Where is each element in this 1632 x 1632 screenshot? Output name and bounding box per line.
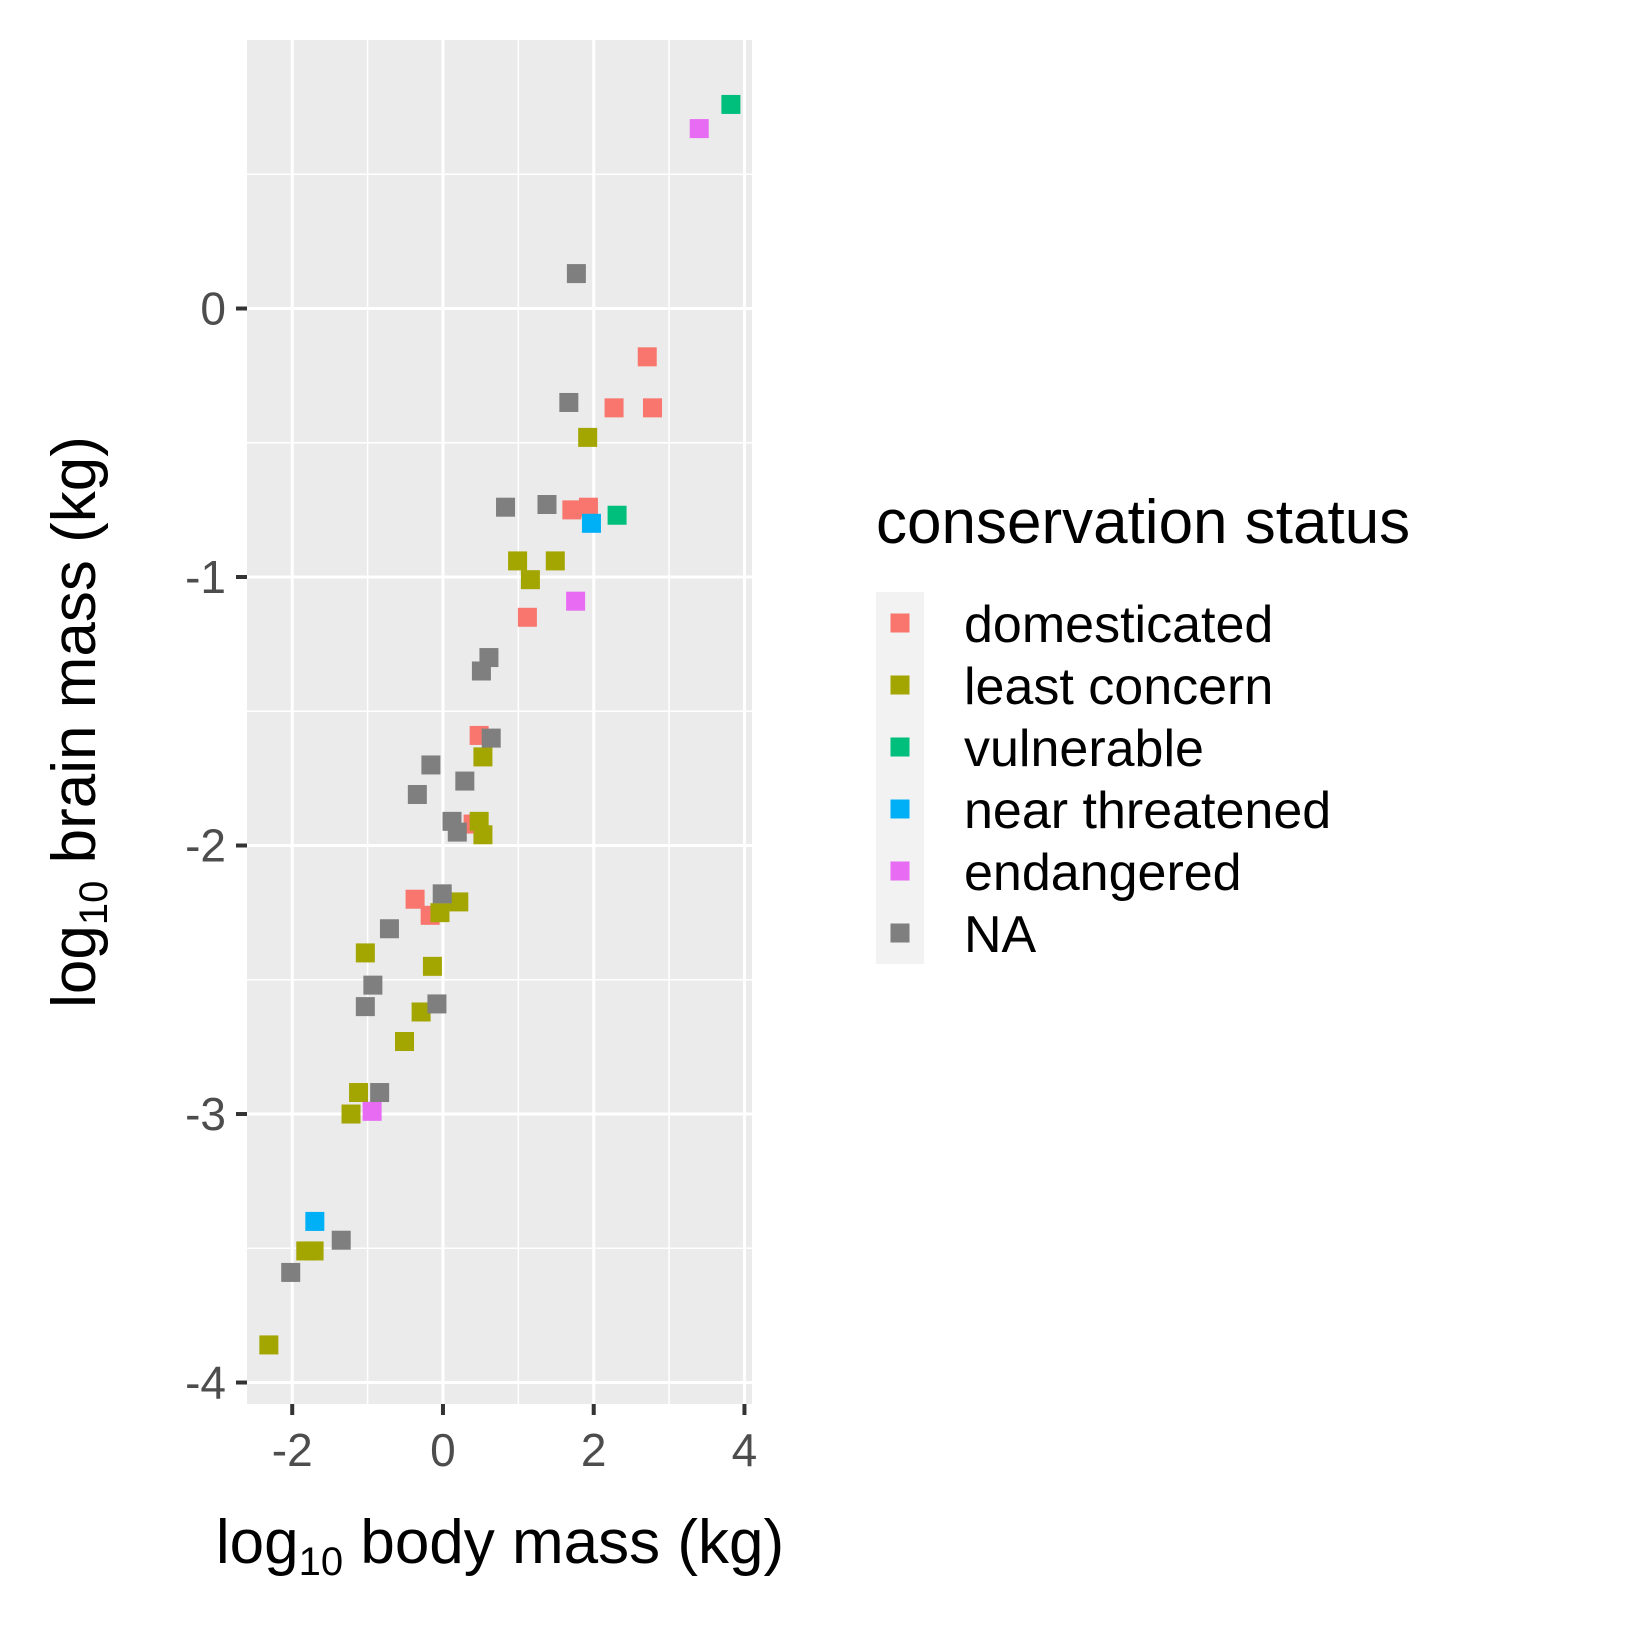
y-axis-title: log10 brain mass (kg): [40, 436, 116, 1008]
data-point: [637, 347, 657, 367]
data-point: [473, 747, 493, 767]
data-point: [566, 591, 586, 611]
data-point: [721, 94, 741, 114]
y-axis-title-subscript: 10: [72, 881, 116, 926]
data-point: [355, 997, 375, 1017]
legend-label: least concern: [964, 658, 1273, 716]
data-point: [349, 1083, 369, 1103]
legend-title: conservation status: [876, 488, 1410, 557]
y-axis: -4 -3 -2 -1 0: [185, 283, 247, 1409]
x-tick-label: 2: [581, 1424, 607, 1476]
data-point: [581, 513, 601, 533]
legend-key: [890, 613, 910, 633]
legend-key-background: [876, 592, 924, 964]
data-point: [281, 1262, 301, 1282]
data-point: [305, 1211, 325, 1231]
legend-key: [890, 799, 910, 819]
data-point: [578, 497, 598, 517]
data-point: [496, 497, 516, 517]
x-tick-label: -2: [272, 1424, 313, 1476]
data-point: [432, 884, 452, 904]
data-point: [471, 661, 491, 681]
data-point: [304, 1241, 324, 1261]
legend-key: [890, 675, 910, 695]
x-axis-title-subscript: 10: [299, 1540, 344, 1584]
data-point: [355, 943, 375, 963]
panel-background: [247, 40, 752, 1404]
x-tick-label: 0: [430, 1424, 456, 1476]
data-point: [517, 607, 537, 627]
y-tick-label: -4: [185, 1357, 226, 1409]
data-point: [508, 551, 528, 571]
data-point: [363, 975, 383, 995]
y-tick-label: 0: [200, 283, 226, 335]
data-point: [449, 892, 469, 912]
legend-label: near threatened: [964, 782, 1331, 840]
data-point: [405, 889, 425, 909]
data-point: [370, 1083, 390, 1103]
y-tick-label: -1: [185, 551, 226, 603]
legend-label: vulnerable: [964, 720, 1204, 778]
data-point: [481, 728, 501, 748]
legend-label: domesticated: [964, 596, 1273, 654]
data-point: [520, 570, 540, 590]
data-point: [559, 392, 579, 412]
data-point: [341, 1104, 361, 1124]
data-point: [362, 1101, 382, 1121]
y-axis-title-base: log: [40, 925, 109, 1008]
x-axis-title-base: log: [216, 1508, 299, 1577]
data-point: [379, 919, 399, 939]
grid-major: [247, 40, 752, 1404]
legend-key: [890, 737, 910, 757]
data-point: [427, 994, 447, 1014]
data-point: [578, 427, 598, 447]
data-point: [455, 771, 475, 791]
data-point: [331, 1230, 351, 1250]
legend-key: [890, 861, 910, 881]
data-point: [689, 119, 709, 139]
data-points: [259, 94, 741, 1355]
x-axis-title: log10 body mass (kg): [216, 1508, 784, 1584]
data-point: [411, 1002, 431, 1022]
legend-label: endangered: [964, 844, 1242, 902]
data-point: [259, 1335, 279, 1355]
legend-key: [890, 923, 910, 943]
x-tick-label: 4: [732, 1424, 758, 1476]
data-point: [407, 784, 427, 804]
data-point: [447, 822, 467, 842]
data-point: [643, 398, 663, 418]
data-point: [607, 505, 627, 525]
data-point: [604, 398, 624, 418]
data-point: [537, 495, 557, 515]
y-axis-title-rest: brain mass (kg): [40, 436, 109, 880]
legend-label: NA: [964, 906, 1037, 964]
data-point: [566, 264, 586, 284]
data-point: [422, 956, 442, 976]
data-point: [562, 500, 582, 520]
grid-minor: [247, 40, 752, 1404]
data-point: [473, 825, 493, 845]
data-point: [545, 551, 565, 571]
x-axis: -2 0 2 4: [272, 1404, 757, 1476]
y-tick-label: -3: [185, 1088, 226, 1140]
x-axis-title-rest: body mass (kg): [343, 1508, 784, 1577]
data-point: [430, 903, 450, 923]
data-point: [421, 755, 441, 775]
y-tick-label: -2: [185, 820, 226, 872]
data-point: [395, 1032, 415, 1052]
